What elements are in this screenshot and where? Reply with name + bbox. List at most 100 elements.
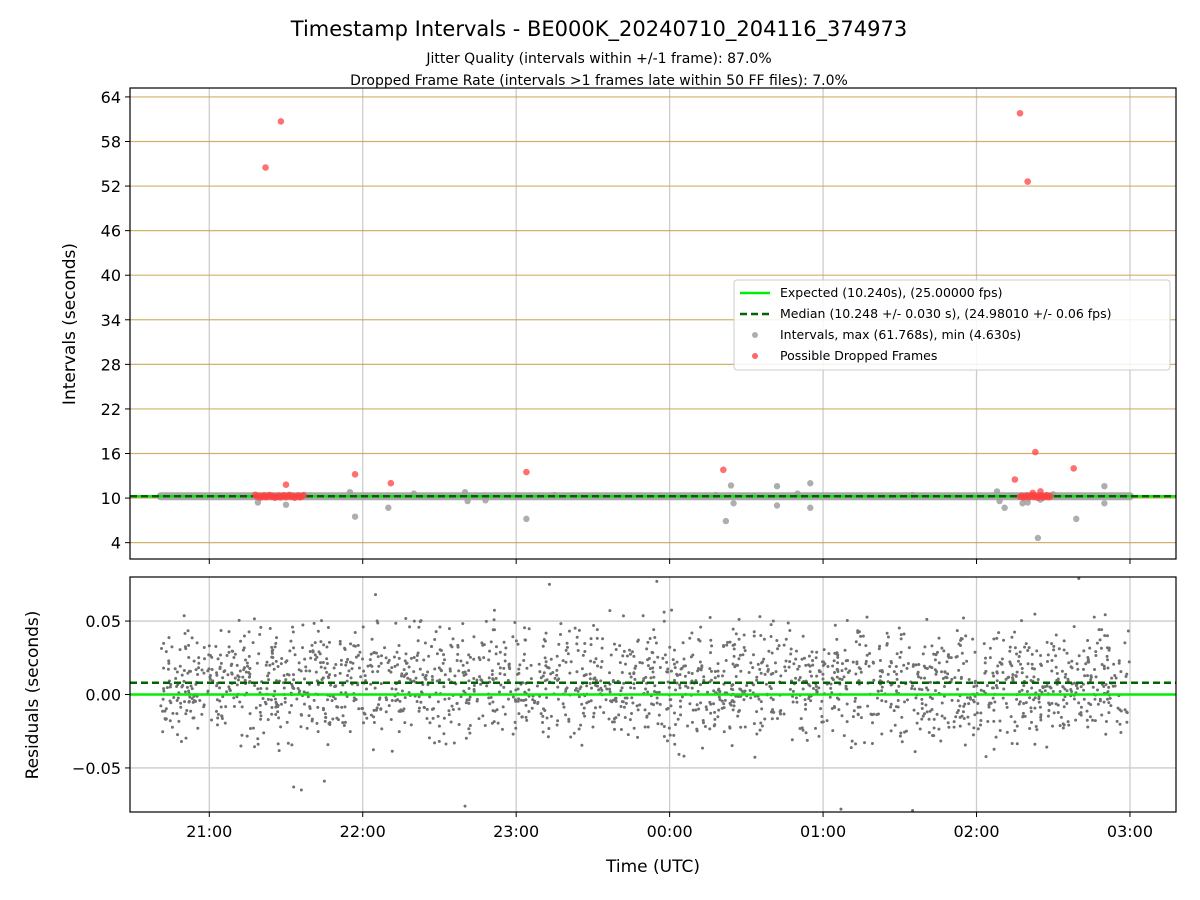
residual-point (543, 656, 547, 660)
residual-point (796, 667, 800, 671)
residual-point (577, 695, 581, 699)
residual-point (187, 689, 191, 693)
residual-point (176, 696, 180, 700)
intervals-y-tick-label: 4 (111, 534, 121, 553)
residual-point (161, 709, 165, 713)
residual-point (1051, 689, 1055, 693)
residual-point (708, 680, 712, 684)
residual-point (592, 677, 596, 681)
residual-point (991, 696, 995, 700)
residual-point (777, 644, 781, 648)
residual-point (468, 655, 472, 659)
residual-point (953, 676, 957, 680)
residual-point (623, 715, 627, 719)
residual-point (272, 667, 276, 671)
residual-point (919, 676, 923, 680)
interval-outlier-point (282, 501, 290, 508)
interval-outlier-point (1034, 534, 1042, 542)
residual-point (1015, 724, 1019, 728)
residual-point (1050, 642, 1054, 646)
residual-point (558, 632, 562, 636)
residual-point (511, 695, 515, 699)
residual-point (329, 683, 333, 687)
residual-point (227, 645, 231, 649)
residual-point (690, 671, 694, 675)
residual-point (1056, 710, 1060, 714)
residual-point (203, 657, 207, 661)
residual-point (556, 719, 560, 723)
residual-point (1016, 659, 1020, 663)
residual-point (184, 712, 188, 716)
residual-point (291, 630, 295, 634)
residual-point (983, 656, 987, 660)
residual-point (1020, 667, 1024, 671)
interval-outlier-point (482, 497, 489, 504)
residual-point (467, 653, 471, 657)
residual-point (941, 676, 945, 680)
residual-point (1040, 690, 1044, 694)
residual-point (695, 727, 699, 731)
residual-point (325, 661, 329, 665)
residual-point (991, 671, 995, 675)
residual-point (192, 659, 196, 663)
residual-point (330, 699, 334, 703)
residual-point (709, 702, 713, 706)
intervals-y-tick-label: 10 (101, 489, 121, 508)
residual-point (1117, 661, 1121, 665)
residual-point (611, 679, 615, 683)
residual-point (256, 742, 260, 746)
residual-point (575, 670, 579, 674)
residual-point (655, 696, 659, 700)
residual-point (168, 685, 172, 689)
residual-point (759, 721, 763, 725)
residual-point (259, 625, 263, 629)
residual-point (962, 716, 966, 720)
residual-point (168, 699, 172, 703)
residual-point (760, 707, 764, 711)
residual-point (539, 676, 543, 680)
residual-point (1063, 695, 1067, 699)
residual-point (349, 642, 353, 646)
residual-point (1019, 662, 1023, 666)
residual-point (162, 666, 166, 670)
residual-point (673, 666, 677, 670)
residual-point (966, 715, 970, 719)
residual-point (830, 707, 834, 711)
residual-point (713, 710, 717, 714)
residual-point (507, 663, 511, 667)
residual-point (591, 725, 595, 729)
residual-point (1079, 705, 1083, 709)
residual-point (595, 628, 599, 632)
residual-outlier-point (322, 779, 326, 783)
residual-point (845, 720, 849, 724)
residual-point (326, 626, 330, 630)
residual-point (583, 649, 587, 653)
residual-point (270, 655, 274, 659)
residual-point (248, 675, 252, 679)
residual-point (928, 695, 932, 699)
residual-point (775, 639, 779, 643)
residual-point (577, 727, 581, 731)
residual-point (930, 644, 934, 648)
residual-point (230, 662, 234, 666)
residual-point (240, 733, 244, 737)
residual-point (439, 668, 443, 672)
residual-point (1021, 715, 1025, 719)
residual-point (737, 637, 741, 641)
residual-point (221, 695, 225, 699)
x-tick-label: 02:00 (953, 822, 999, 841)
residual-point (268, 663, 272, 667)
residual-point (1094, 650, 1098, 654)
residual-point (763, 672, 767, 676)
residual-point (472, 635, 476, 639)
residual-point (380, 727, 384, 731)
residual-point (905, 666, 909, 670)
residual-point (338, 671, 342, 675)
residual-point (811, 663, 815, 667)
residual-point (815, 674, 819, 678)
residual-point (769, 687, 773, 691)
residual-point (880, 732, 884, 736)
legend-intervals-label: Intervals, max (61.768s), min (4.630s) (780, 327, 1021, 342)
residual-point (1004, 701, 1008, 705)
residual-point (467, 668, 471, 672)
